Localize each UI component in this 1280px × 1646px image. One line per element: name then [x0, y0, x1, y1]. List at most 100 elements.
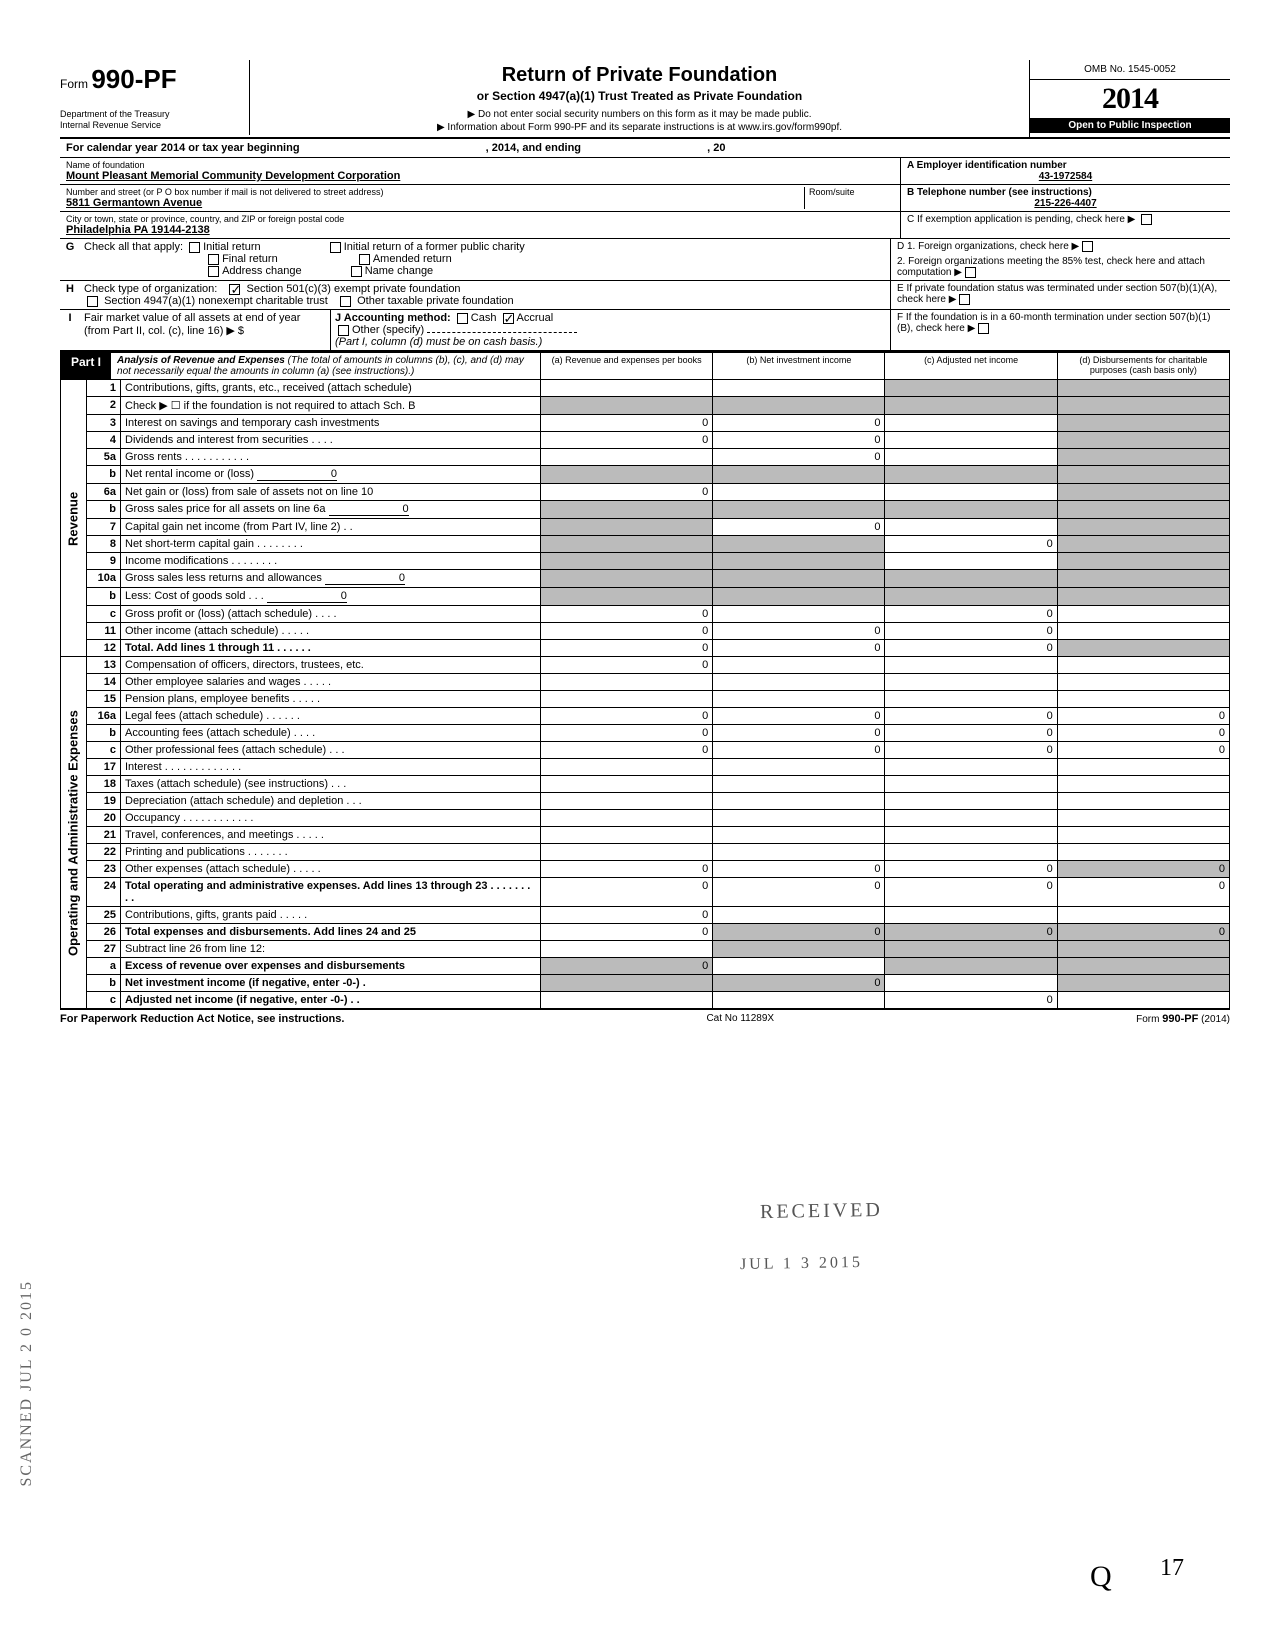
exemption-label: C If exemption application is pending, c…: [907, 214, 1135, 225]
f-cell: F If the foundation is in a 60-month ter…: [890, 310, 1230, 350]
amt-cell: 0: [541, 623, 713, 640]
h-other-checkbox[interactable]: [340, 296, 351, 307]
h-501c3-checkbox[interactable]: [229, 284, 240, 295]
row-num: 9: [87, 553, 121, 570]
table-row: 12Total. Add lines 1 through 11 . . . . …: [61, 640, 1230, 657]
amt-cell: 0: [885, 536, 1057, 553]
row-num: 16a: [87, 708, 121, 725]
g-name: Name change: [365, 265, 434, 277]
j-other-checkbox[interactable]: [338, 325, 349, 336]
i-letter: I: [60, 310, 80, 350]
year-prefix: 20: [1102, 82, 1130, 115]
foundation-name-cell: Name of foundation Mount Pleasant Memori…: [60, 158, 900, 184]
amt-cell: [885, 432, 1057, 449]
amt-cell: [713, 484, 885, 501]
footer-form: 990-PF: [1162, 1013, 1198, 1025]
amt-cell: [1057, 941, 1229, 958]
amt-cell: 0: [1057, 861, 1229, 878]
amt-cell: [713, 553, 885, 570]
amt-cell: 0: [885, 623, 1057, 640]
j-other: Other (specify): [352, 324, 424, 336]
g-address: Address change: [222, 265, 302, 277]
g-former: Initial return of a former public charit…: [344, 241, 525, 253]
amt-cell: [1057, 415, 1229, 432]
amt-cell: [885, 484, 1057, 501]
row-num: 11: [87, 623, 121, 640]
g-row: G Check all that apply: Initial return I…: [60, 239, 1230, 281]
amt-cell: [713, 691, 885, 708]
h-4947-checkbox[interactable]: [87, 296, 98, 307]
header-center: Return of Private Foundation or Section …: [250, 60, 1030, 137]
d1-checkbox[interactable]: [1082, 241, 1093, 252]
amt-cell: 0: [713, 861, 885, 878]
amt-cell: [1057, 519, 1229, 536]
f-checkbox[interactable]: [978, 323, 989, 334]
e-checkbox[interactable]: [959, 294, 970, 305]
g-former-checkbox[interactable]: [330, 242, 341, 253]
amt-cell: [541, 844, 713, 861]
row-desc: Gross sales less returns and allowances …: [121, 570, 541, 588]
amt-cell: 0: [541, 657, 713, 674]
g-initial-checkbox[interactable]: [189, 242, 200, 253]
row-desc: Total. Add lines 1 through 11 . . . . . …: [121, 640, 541, 657]
row-desc: Occupancy . . . . . . . . . . . .: [121, 810, 541, 827]
row-num: 5a: [87, 449, 121, 466]
footer-right: Form 990-PF (2014): [1136, 1013, 1230, 1025]
g-amended-checkbox[interactable]: [359, 254, 370, 265]
table-row: 21Travel, conferences, and meetings . . …: [61, 827, 1230, 844]
row-desc: Income modifications . . . . . . . .: [121, 553, 541, 570]
j-accrual-checkbox[interactable]: [503, 313, 514, 324]
amt-cell: [541, 975, 713, 992]
g-name-checkbox[interactable]: [351, 266, 362, 277]
col-d-header: (d) Disbursements for charitable purpose…: [1057, 353, 1229, 380]
amt-cell: [1057, 810, 1229, 827]
row-num: c: [87, 742, 121, 759]
amt-cell: [1057, 793, 1229, 810]
amt-cell: [541, 449, 713, 466]
table-row: 26Total expenses and disbursements. Add …: [61, 924, 1230, 941]
row-num: 2: [87, 397, 121, 415]
table-row: 11Other income (attach schedule) . . . .…: [61, 623, 1230, 640]
table-row: 4Dividends and interest from securities …: [61, 432, 1230, 449]
amt-cell: [885, 519, 1057, 536]
row-num: a: [87, 958, 121, 975]
part1-title: Analysis of Revenue and Expenses: [117, 355, 285, 366]
table-row: 20Occupancy . . . . . . . . . . . .: [61, 810, 1230, 827]
j-cash-checkbox[interactable]: [457, 313, 468, 324]
g-address-checkbox[interactable]: [208, 266, 219, 277]
amt-cell: 0: [541, 924, 713, 941]
amt-cell: [885, 570, 1057, 588]
g-initial: Initial return: [203, 241, 260, 253]
amt-cell: [1057, 827, 1229, 844]
amt-cell: [1057, 570, 1229, 588]
addr-cell: Number and street (or P O box number if …: [60, 185, 900, 211]
table-row: 24Total operating and administrative exp…: [61, 878, 1230, 907]
amt-cell: [1057, 432, 1229, 449]
amt-cell: 0: [713, 708, 885, 725]
exemption-checkbox[interactable]: [1141, 214, 1152, 225]
row-desc: Gross sales price for all assets on line…: [121, 501, 541, 519]
amt-cell: [1057, 958, 1229, 975]
part1-tab: Part I: [61, 353, 111, 379]
f-label: F If the foundation is in a 60-month ter…: [897, 312, 1211, 334]
row-num: 21: [87, 827, 121, 844]
amt-cell: [885, 380, 1057, 397]
amt-cell: [885, 449, 1057, 466]
amt-cell: [713, 992, 885, 1009]
table-row: 23Other expenses (attach schedule) . . .…: [61, 861, 1230, 878]
row-desc: Taxes (attach schedule) (see instruction…: [121, 776, 541, 793]
form-code: 990-PF: [91, 64, 176, 94]
g-final-checkbox[interactable]: [208, 254, 219, 265]
row-desc: Net gain or (loss) from sale of assets n…: [121, 484, 541, 501]
table-row: 5aGross rents . . . . . . . . . . .0: [61, 449, 1230, 466]
col-a-header: (a) Revenue and expenses per books: [541, 353, 713, 380]
amt-cell: [541, 501, 713, 519]
table-row: Revenue1Contributions, gifts, grants, et…: [61, 380, 1230, 397]
h-letter: H: [60, 281, 80, 309]
name-label: Name of foundation: [66, 160, 894, 170]
omb-number: OMB No. 1545-0052: [1030, 60, 1230, 80]
j-accrual: Accrual: [517, 312, 554, 324]
row-desc: Depreciation (attach schedule) and deple…: [121, 793, 541, 810]
amt-cell: [713, 380, 885, 397]
d2-checkbox[interactable]: [965, 267, 976, 278]
